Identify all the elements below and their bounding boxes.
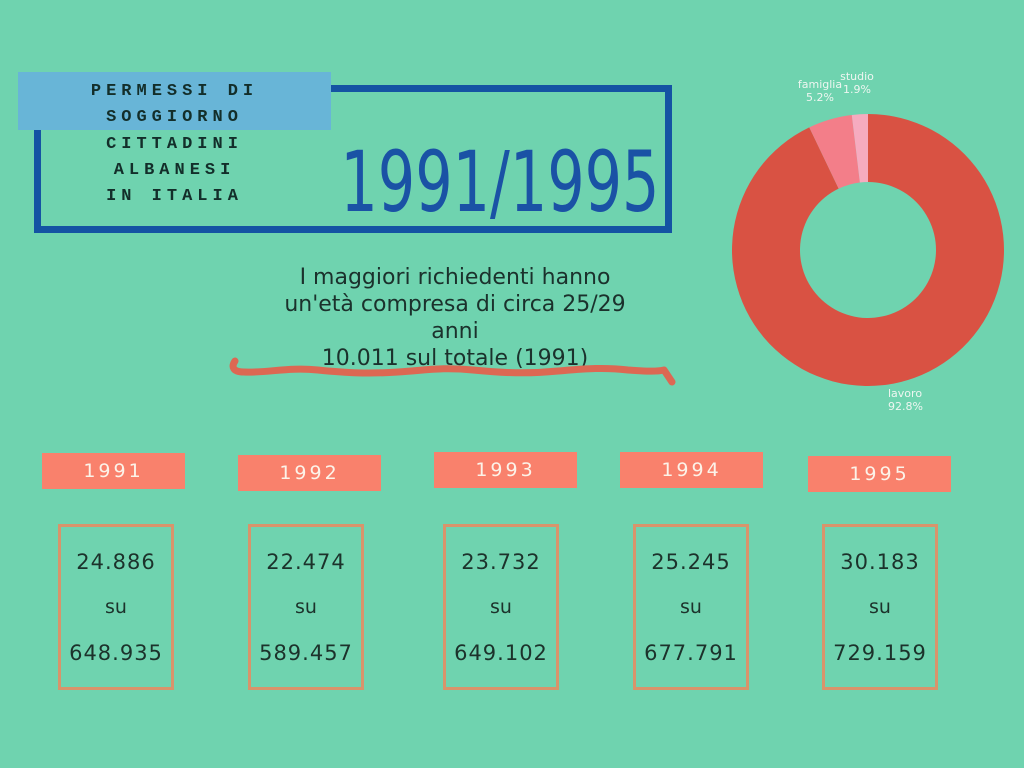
studio-pct: 1.9%	[843, 82, 871, 96]
year-header-1991: 1991	[42, 453, 185, 489]
year-header-1992: 1992	[238, 455, 381, 491]
donut-slice-lavoro	[732, 114, 1004, 386]
donut-chart	[732, 114, 1004, 386]
subtitle-line-3: anni	[431, 319, 479, 344]
permits-value: 23.732	[461, 549, 541, 574]
donut-slice-famiglia	[809, 114, 860, 189]
permits-total: 649.102	[454, 640, 548, 665]
studio-name: studio	[840, 70, 874, 83]
year-header-1994: 1994	[620, 452, 763, 488]
title-line-5: IN ITALIA	[106, 187, 243, 207]
period-text: 1991/1995	[340, 133, 660, 231]
famiglia-pct: 5.2%	[806, 90, 834, 104]
period-heading: 1991/1995	[328, 133, 672, 231]
su-label: su	[680, 596, 702, 618]
su-label: su	[295, 596, 317, 618]
donut-label-famiglia: famiglia 5.2%	[788, 78, 852, 104]
period-frame	[34, 85, 672, 233]
year-label: 1993	[475, 459, 536, 481]
donut-label-lavoro: lavoro 92.8%	[888, 387, 952, 413]
lavoro-name: lavoro	[888, 387, 923, 400]
donut-label-studio: studio 1.9%	[830, 70, 884, 96]
famiglia-name: famiglia	[797, 78, 843, 91]
subtitle-block: I maggiori richiedenti hanno un'età comp…	[235, 264, 675, 372]
year-label: 1992	[279, 462, 340, 484]
permits-total: 677.791	[644, 640, 738, 665]
permits-total: 648.935	[69, 640, 163, 665]
title-highlight-box	[18, 72, 331, 130]
year-label: 1995	[849, 463, 910, 485]
subtitle-line-1: I maggiori richiedenti hanno	[299, 265, 611, 290]
title-line-3: CITTADINI	[106, 134, 243, 154]
subtitle-line-2: un'età compresa di circa 25/29	[284, 292, 626, 317]
data-box-1995: 30.183 su 729.159	[822, 524, 938, 690]
permits-value: 25.245	[651, 549, 731, 574]
infographic-title: PERMESSI DI SOGGIORNO CITTADINI ALBANESI…	[18, 79, 331, 210]
year-label: 1994	[661, 459, 722, 481]
permits-value: 30.183	[840, 549, 920, 574]
permits-value: 24.886	[76, 549, 156, 574]
year-header-1993: 1993	[434, 452, 577, 488]
title-line-1: PERMESSI DI	[90, 82, 259, 101]
data-box-1993: 23.732 su 649.102	[443, 524, 559, 690]
permits-total: 589.457	[259, 640, 353, 665]
data-box-1991: 24.886 su 648.935	[58, 524, 174, 690]
lavoro-pct: 92.8%	[888, 399, 923, 413]
data-box-1994: 25.245 su 677.791	[633, 524, 749, 690]
su-label: su	[105, 596, 127, 618]
data-box-1992: 22.474 su 589.457	[248, 524, 364, 690]
su-label: su	[869, 596, 891, 618]
su-label: su	[490, 596, 512, 618]
year-header-1995: 1995	[808, 456, 951, 492]
permits-value: 22.474	[266, 549, 346, 574]
year-label: 1991	[83, 460, 144, 482]
title-line-4: ALBANESI	[113, 160, 236, 180]
donut-slice-studio	[851, 114, 868, 183]
permits-total: 729.159	[833, 640, 927, 665]
title-line-2: SOGGIORNO	[106, 108, 243, 128]
underline-scribble-icon	[229, 357, 676, 386]
